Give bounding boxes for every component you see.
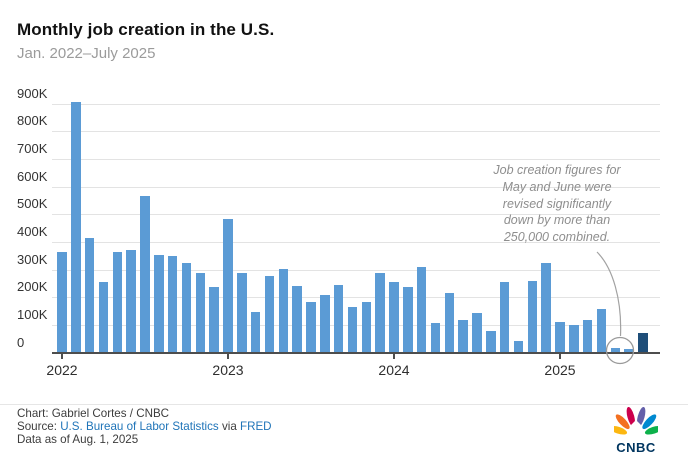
y-axis-label: 400K — [17, 224, 48, 239]
y-axis-label: 0 — [17, 334, 25, 350]
bar-2024-07 — [472, 312, 482, 353]
bar-2023-05 — [278, 268, 289, 353]
annotation-line: Job creation figures for — [493, 163, 621, 177]
bar-2024-05 — [444, 293, 455, 353]
bar-2022-05 — [112, 252, 123, 353]
x-tick-2024 — [393, 354, 395, 360]
footer-credit: Chart: Gabriel Cortes / CNBC — [17, 407, 170, 420]
y-axis-label: 900K — [17, 85, 48, 101]
footer-source-prefix: Source: — [17, 420, 61, 434]
bar-2023-08 — [320, 294, 330, 353]
cnbc-logo: CNBC — [608, 406, 664, 455]
bar-2023-09 — [333, 284, 344, 353]
bar-2025-03 — [582, 319, 593, 353]
x-axis-line — [52, 352, 660, 355]
bar-2023-07 — [306, 301, 316, 353]
footer-source: Source: U.S. Bureau of Labor Statistics … — [17, 420, 272, 433]
gridline-800K — [52, 131, 660, 133]
x-axis-label-2024: 2024 — [378, 362, 410, 378]
bar-2022-02 — [71, 102, 81, 353]
y-axis-label: 300K — [17, 251, 48, 267]
bar-2022-07 — [140, 195, 150, 353]
source-link-fred[interactable]: FRED — [239, 420, 272, 434]
x-axis-label-2022: 2022 — [46, 362, 78, 378]
bar-2024-01 — [389, 281, 399, 353]
bar-2024-02 — [403, 287, 413, 353]
bar-2024-08 — [486, 331, 496, 353]
bar-2022-08 — [154, 255, 164, 353]
bar-2024-10 — [513, 340, 524, 353]
bar-2023-11 — [361, 302, 372, 353]
y-axis-label: 700K — [17, 140, 48, 156]
x-tick-2022 — [61, 354, 63, 360]
gridline-600K — [52, 186, 660, 188]
gridline-700K — [52, 158, 660, 160]
bar-2023-12 — [375, 272, 385, 353]
bar-2023-02 — [237, 273, 247, 353]
y-axis-label: 500K — [17, 196, 48, 212]
bar-2025-07 — [638, 332, 648, 353]
peacock-icon — [609, 406, 663, 436]
bar-2024-11 — [527, 280, 538, 353]
annotation-text: Job creation figures for May and June wer… — [479, 162, 635, 246]
annotation-line: May and June were — [502, 179, 612, 194]
bar-2022-10 — [181, 263, 192, 353]
y-axis-label: 200K — [17, 279, 48, 295]
footer: Chart: Gabriel Cortes / CNBC Source: U.S… — [17, 407, 272, 447]
footer-divider — [0, 404, 688, 405]
cnbc-wordmark: CNBC — [616, 440, 656, 455]
footer-source-via: via — [218, 420, 240, 434]
source-link-bls[interactable]: U.S. Bureau of Labor Statistics — [60, 420, 219, 434]
gridline-900K — [52, 103, 660, 105]
bar-2023-03 — [250, 312, 261, 353]
bar-2022-12 — [209, 286, 219, 353]
bar-2024-09 — [499, 282, 510, 353]
x-axis-label-2023: 2023 — [212, 362, 244, 378]
bar-2025-01 — [555, 322, 565, 353]
bar-2023-10 — [347, 307, 358, 353]
page-title: Monthly job creation in the U.S. — [17, 20, 275, 39]
footer-asof: Data as of Aug. 1, 2025 — [17, 433, 139, 447]
bar-2022-06 — [126, 250, 136, 353]
y-axis-label: 800K — [17, 113, 48, 129]
bar-2025-04 — [596, 309, 607, 353]
bar-2024-03 — [416, 266, 427, 353]
annotation-line: revised significantly — [502, 196, 612, 211]
bar-2022-01 — [57, 252, 67, 353]
x-tick-2023 — [227, 354, 229, 360]
page-subtitle: Jan. 2022–July 2025 — [17, 45, 156, 62]
annotation-line: down by more than — [503, 213, 611, 228]
y-axis-label: 600K — [17, 168, 48, 184]
bar-2022-04 — [98, 282, 109, 353]
gridline-500K — [52, 214, 660, 216]
bar-2022-09 — [167, 255, 178, 353]
bar-2024-12 — [541, 263, 551, 353]
gridline-200K — [52, 297, 660, 299]
bar-2024-04 — [430, 322, 441, 353]
x-axis-label-2025: 2025 — [544, 362, 576, 378]
bar-2024-06 — [458, 320, 468, 353]
bar-2023-01 — [223, 219, 233, 353]
x-tick-2025 — [559, 354, 561, 360]
gridline-300K — [52, 269, 660, 271]
bar-2023-04 — [264, 275, 275, 353]
gridline-400K — [52, 242, 660, 243]
bar-2022-03 — [84, 238, 95, 353]
bar-2023-06 — [292, 286, 302, 353]
bar-2025-02 — [569, 324, 579, 353]
y-axis-label: 100K — [17, 307, 48, 323]
bar-2022-11 — [195, 272, 206, 353]
annotation-line: 250,000 combined. — [503, 230, 611, 245]
